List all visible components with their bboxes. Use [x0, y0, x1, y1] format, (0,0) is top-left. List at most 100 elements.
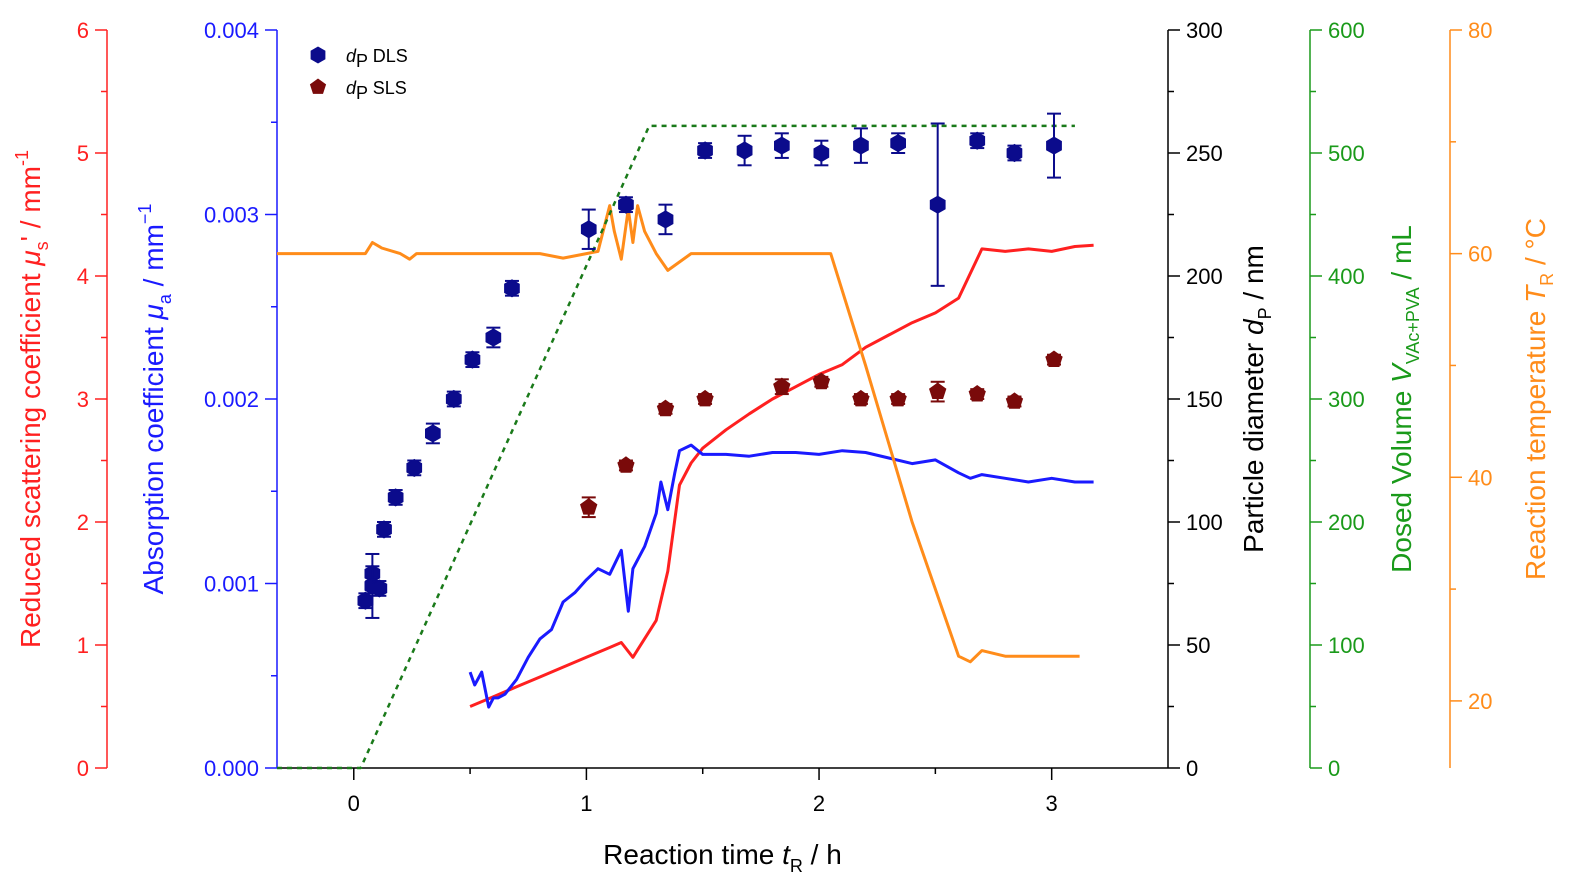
- dls-marker: [890, 134, 906, 153]
- absorption-axis-label-sup: −1: [135, 204, 155, 225]
- dls-marker: [464, 350, 481, 369]
- x-axis-label-unit: / h: [803, 839, 842, 870]
- temperature-axis-label-unit: / °C: [1520, 218, 1551, 273]
- legend-marker-1: [309, 78, 327, 94]
- dls-marker: [425, 424, 441, 443]
- dls-marker: [853, 136, 869, 155]
- x-tick-label-2: 2: [813, 791, 825, 816]
- diameter-tick-label: 250: [1186, 141, 1223, 166]
- scatter-axis-label-main: Reduced scattering coefficient: [15, 266, 46, 648]
- scatter-tick-label: 6: [77, 18, 89, 43]
- scatter-axis-label-var: μ: [15, 250, 46, 266]
- x-tick-label-3: 3: [1046, 791, 1058, 816]
- absorption-axis-label-main: Absorption coefficient: [138, 319, 169, 594]
- dls-marker: [657, 210, 674, 229]
- dls-marker: [1046, 136, 1062, 155]
- dls-marker: [406, 458, 423, 477]
- legend-label-sub: P: [356, 51, 368, 71]
- volume-tick-label: 300: [1328, 387, 1365, 412]
- dls-marker: [485, 328, 502, 347]
- volume-axis-label-main: Dosed Volume: [1386, 383, 1417, 573]
- dls-marker: [774, 136, 790, 155]
- sls-point: [696, 389, 714, 407]
- scatter-axis-label: Reduced scattering coefficient μs' / mm-…: [12, 150, 52, 648]
- sls-marker: [696, 389, 714, 407]
- diameter-tick-label: 200: [1186, 264, 1223, 289]
- dls-point: [371, 579, 388, 598]
- sls-marker: [1045, 350, 1063, 367]
- x-axis-label-var: t: [782, 839, 791, 870]
- sls-point: [889, 389, 907, 407]
- diameter-tick-label: 50: [1186, 633, 1210, 658]
- legend-label-sub: P: [356, 83, 368, 103]
- sls-point: [929, 380, 947, 403]
- dls-marker: [371, 579, 388, 598]
- absorption-tick-label: 0.000: [204, 756, 259, 781]
- sls-point: [1005, 392, 1024, 409]
- dls-point: [357, 591, 374, 610]
- sls-marker: [812, 372, 831, 390]
- sls-point: [580, 496, 598, 519]
- dls-point: [697, 141, 713, 160]
- scatter-tick-label: 1: [77, 633, 89, 658]
- volume-axis-label-unit: / mL: [1386, 225, 1417, 287]
- dls-point: [929, 122, 946, 287]
- volume-tick-label: 400: [1328, 264, 1365, 289]
- scatter-tick-label: 2: [77, 510, 89, 535]
- sls-marker: [656, 399, 675, 417]
- sls-point: [968, 384, 986, 402]
- scatter-axis-label-unit: ' / mm: [15, 166, 46, 241]
- dls-marker: [504, 279, 520, 298]
- diameter-tick-label: 100: [1186, 510, 1223, 535]
- diameter-tick-label: 0: [1186, 756, 1198, 781]
- absorption-tick-label: 0.003: [204, 203, 259, 228]
- sls-marker: [773, 377, 791, 395]
- dls-marker: [813, 143, 830, 163]
- x-axis-label-main: Reaction time: [603, 839, 782, 870]
- dls-point: [485, 326, 502, 349]
- temperature-tick-label: 80: [1468, 18, 1492, 43]
- legend-label-text: SLS: [368, 78, 407, 98]
- temperature-line: [277, 204, 1080, 664]
- dls-point: [618, 195, 634, 214]
- dls-marker: [697, 141, 713, 160]
- dls-point: [504, 279, 520, 298]
- dls-marker: [929, 195, 946, 214]
- absorption-line: [468, 443, 1094, 709]
- dls-point: [376, 520, 392, 539]
- volume-tick-label: 100: [1328, 633, 1365, 658]
- volume-axis-label-sub: VAc+PVA: [1403, 287, 1423, 364]
- dls-point: [657, 203, 674, 236]
- volume-tick-label: 200: [1328, 510, 1365, 535]
- dls-point: [813, 139, 830, 167]
- absorption-tick-label: 0.004: [204, 18, 259, 43]
- diameter-axis-label-var: d: [1238, 318, 1269, 335]
- sls-marker: [889, 389, 907, 407]
- temperature-tick-label: 60: [1468, 242, 1492, 267]
- dls-point: [1006, 143, 1023, 163]
- scatter-axis-label-sup: -1: [12, 150, 32, 166]
- sls-marker: [617, 456, 635, 473]
- sls-point: [812, 372, 831, 390]
- sls-point: [617, 456, 635, 473]
- series-layer: [277, 112, 1094, 770]
- volume-tick-label: 500: [1328, 141, 1365, 166]
- absorption-axis-label: Absorption coefficient μa / mm−1: [135, 204, 175, 595]
- legend-label-0: dP DLS: [346, 46, 408, 71]
- sls-point: [773, 377, 791, 396]
- volume-axis-label-var: V: [1386, 362, 1417, 383]
- scatter-axis-label-sub: s: [32, 241, 52, 250]
- sls-marker: [852, 389, 870, 407]
- dls-marker: [376, 520, 392, 539]
- sls-marker: [1005, 392, 1024, 409]
- volume-axis-label: Dosed Volume VVAc+PVA / mL: [1386, 225, 1423, 573]
- dls-marker: [357, 591, 374, 610]
- dls-marker: [387, 488, 404, 507]
- legend-marker-0: [310, 46, 326, 64]
- dls-point: [736, 134, 753, 167]
- volume-tick-label: 0: [1328, 756, 1340, 781]
- dls-marker: [736, 141, 753, 160]
- x-tick-label-0: 0: [348, 791, 360, 816]
